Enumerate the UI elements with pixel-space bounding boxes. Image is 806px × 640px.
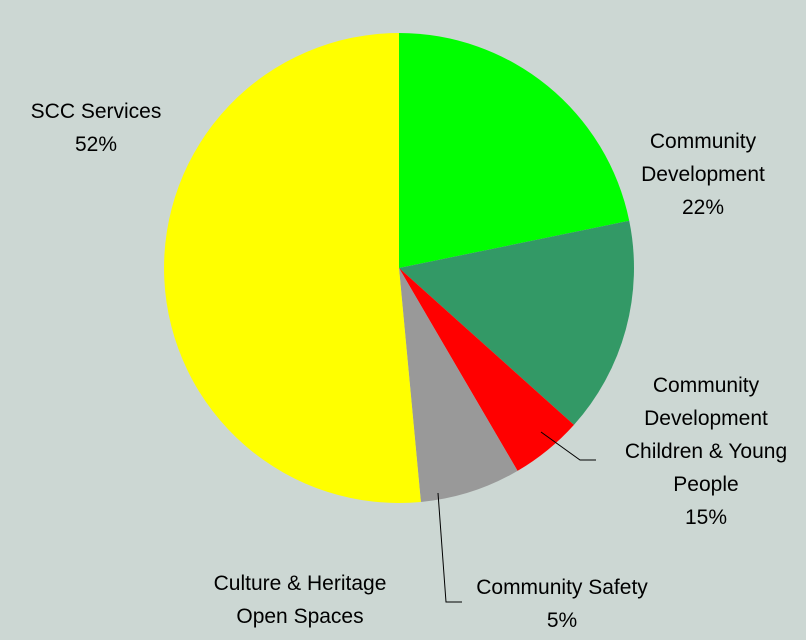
slice-name-label: SCC Services <box>31 100 162 123</box>
slice-label: Community Development Children & Young Peop… <box>625 374 787 529</box>
pie-slice <box>164 33 421 504</box>
slice-percent-label: 52% <box>75 133 117 156</box>
leader-line <box>437 492 462 603</box>
slice-name-label: Culture & Heritage <box>214 572 387 595</box>
slice-name-label: Community Safety <box>476 576 648 599</box>
pie-slice <box>399 268 518 502</box>
slice-label: Community Development 22% <box>641 130 765 219</box>
slice-name-label: Children & Young <box>625 440 787 463</box>
slice-name-label: Development <box>641 163 765 186</box>
slice-name-label: Open Spaces <box>236 605 363 628</box>
slice-label: Culture & Heritage Open Spaces 7% <box>214 572 387 640</box>
pie-slice <box>399 220 634 425</box>
slice-percent-label: 15% <box>685 506 727 529</box>
slice-percent-label: 7% <box>285 638 315 640</box>
slice-percent-label: 22% <box>682 196 724 219</box>
pie-slice <box>399 33 630 268</box>
leader-line <box>540 431 596 461</box>
slice-name-label: People <box>673 473 738 496</box>
pie-slice <box>399 268 574 471</box>
slice-percent-label: 5% <box>547 609 577 632</box>
slice-label: SCC Services 52% <box>31 100 162 156</box>
slice-name-label: Development <box>644 407 768 430</box>
slice-name-label: Community <box>653 374 760 397</box>
slice-label: Community Safety 5% <box>476 576 648 632</box>
slice-name-label: Community <box>650 130 757 153</box>
